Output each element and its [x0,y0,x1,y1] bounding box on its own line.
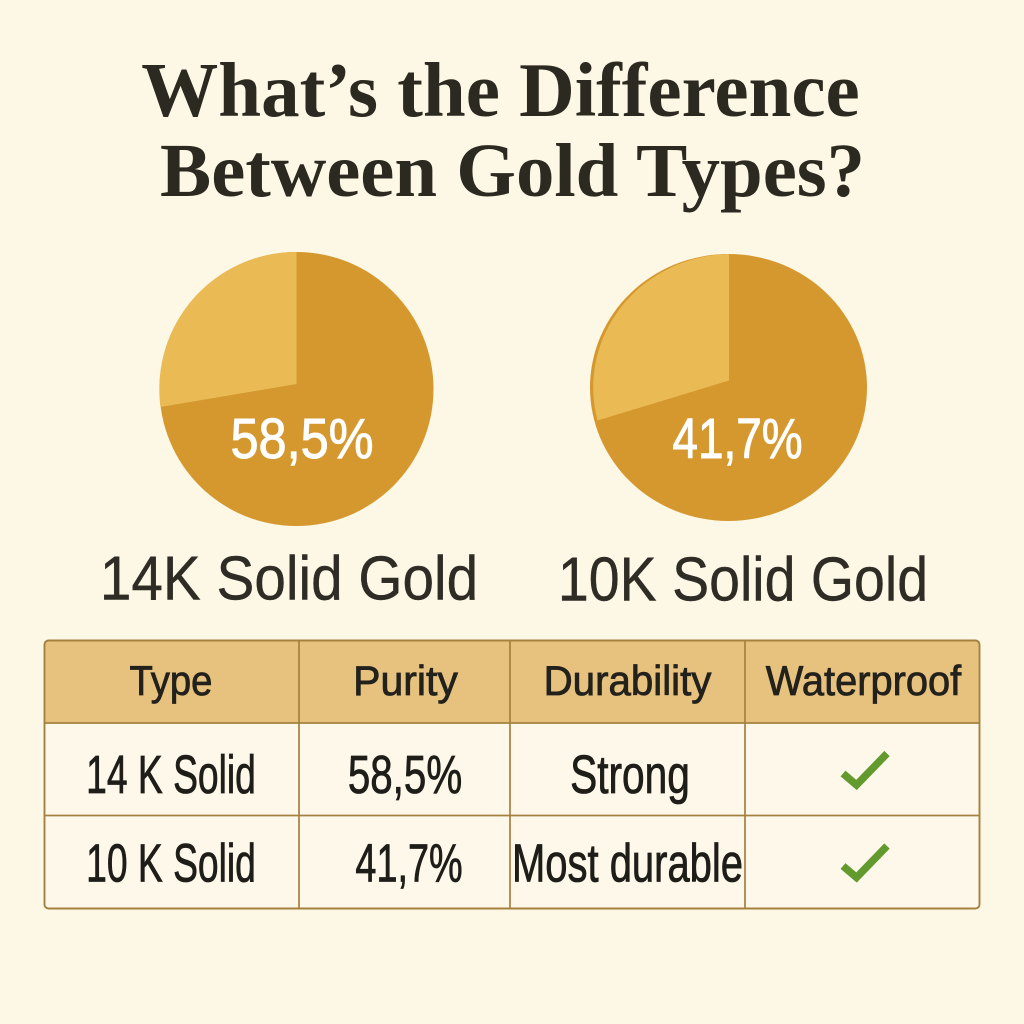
svg-text:Between Gold Types?: Between Gold Types? [160,128,865,213]
svg-text:Waterproof: Waterproof [766,657,962,704]
svg-text:41,7%: 41,7% [672,406,802,470]
svg-text:14K Solid Gold: 14K Solid Gold [100,543,478,613]
svg-text:Most durable: Most durable [512,834,743,894]
svg-text:Purity: Purity [353,657,458,705]
svg-text:14 K Solid: 14 K Solid [86,744,256,805]
svg-text:58,5%: 58,5% [230,407,373,470]
svg-text:What’s the Difference: What’s the Difference [141,47,859,133]
svg-text:Type: Type [130,657,213,704]
svg-text:Strong: Strong [570,746,690,806]
svg-text:41,7%: 41,7% [355,833,462,893]
svg-text:10K Solid Gold: 10K Solid Gold [558,546,928,614]
svg-text:10 K Solid: 10 K Solid [86,833,256,894]
svg-text:58,5%: 58,5% [348,745,462,805]
svg-text:Durability: Durability [544,657,712,704]
